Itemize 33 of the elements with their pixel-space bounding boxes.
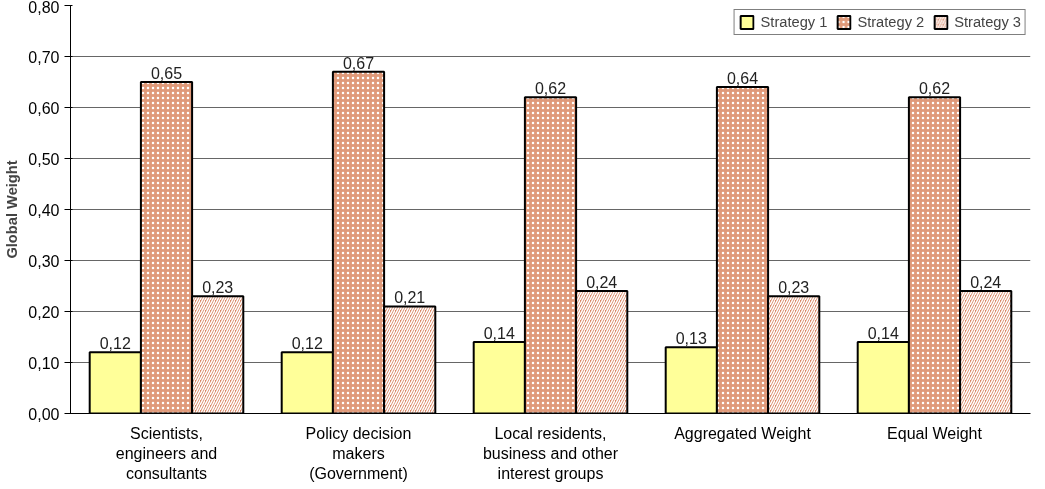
x-tick-label: Local residents, business and other interest groups [482, 424, 619, 483]
data-label: 0,14 [483, 325, 515, 343]
data-label: 0,21 [394, 289, 426, 307]
data-label: 0,64 [726, 70, 759, 88]
x-tick-label: Equal Weight [887, 424, 983, 442]
x-tick-label: Scientists, engineers and consultants [115, 424, 218, 483]
data-label: 0,23 [778, 279, 810, 297]
data-label: 0,14 [867, 325, 899, 343]
y-tick-label: 0,20 [28, 303, 60, 321]
y-tick-label: 0,30 [28, 252, 60, 270]
legend-label: Strategy 1 [760, 14, 828, 30]
data-label: 0,23 [202, 279, 234, 297]
data-label: 0,65 [150, 65, 183, 82]
legend-label: Strategy 2 [857, 14, 925, 30]
data-label: 0,13 [675, 330, 707, 348]
y-tick-label: 0,80 [28, 0, 60, 16]
x-tick-label: Aggregated Weight [674, 424, 812, 442]
data-label: 0,12 [291, 335, 323, 353]
data-label: 0,62 [534, 80, 567, 98]
y-tick-label: 0,50 [28, 150, 60, 168]
data-label: 0,67 [342, 54, 375, 72]
data-label: 0,12 [99, 335, 131, 353]
y-tick-label: 0,70 [28, 48, 60, 66]
y-tick-label: 0,40 [28, 201, 60, 219]
x-tick-label: Policy decision makers (Government) [305, 424, 412, 483]
data-label: 0,62 [918, 80, 951, 98]
y-axis-title: Global Weight [4, 160, 21, 259]
data-label: 0,24 [970, 274, 1002, 292]
legend-label: Strategy 3 [954, 14, 1021, 30]
data-label: 0,24 [586, 274, 618, 292]
y-tick-label: 0,00 [28, 405, 60, 423]
y-tick-label: 0,10 [28, 354, 60, 372]
y-tick-label: 0,60 [28, 99, 60, 117]
